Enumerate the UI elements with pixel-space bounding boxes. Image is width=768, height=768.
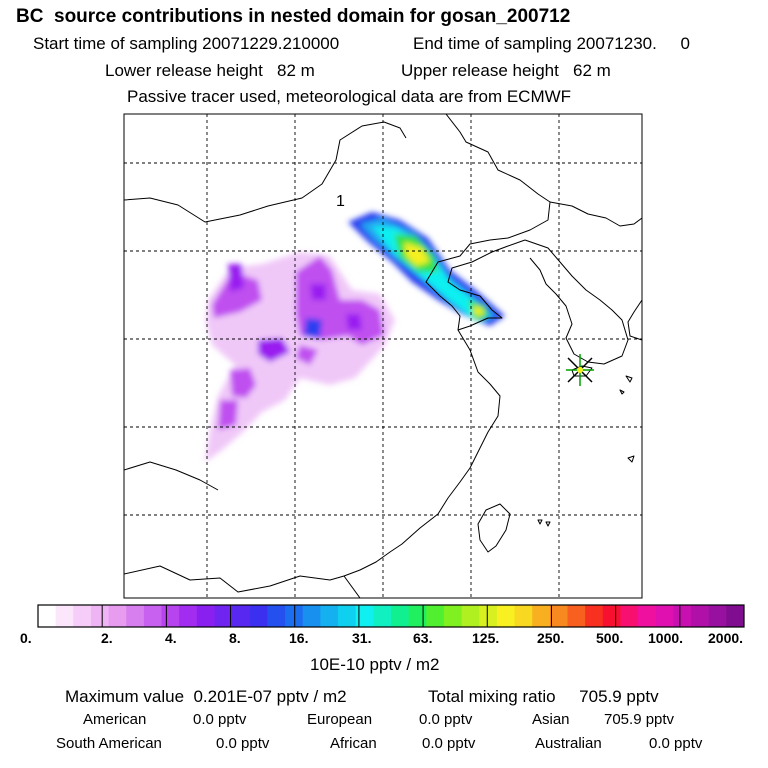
colorbar-swatch [549, 605, 568, 627]
region-name: Asian [532, 711, 570, 728]
map-grid [124, 114, 642, 598]
colorbar-swatch [161, 605, 180, 627]
colorbar-swatch [426, 605, 445, 627]
colorbar-unit: 10E-10 pptv / m2 [310, 655, 440, 674]
colorbar-swatch [691, 605, 710, 627]
colorbar-tick-label: 125. [472, 630, 500, 646]
colorbar-tick-label: 0. [20, 630, 32, 646]
colorbar-tick-label: 63. [413, 630, 433, 646]
region-name: South American [56, 735, 162, 752]
marker-label: 1 [336, 193, 345, 210]
colorbar-swatch [567, 605, 586, 627]
colorbar-swatch [90, 605, 110, 627]
colorbar-swatch [355, 605, 374, 627]
colorbar-tick-label: 2000. [708, 630, 744, 646]
colorbar-tick-label: 16. [289, 630, 309, 646]
region-value: 0.0 pptv [193, 711, 247, 728]
region-value: 0.0 pptv [419, 711, 473, 728]
colorbar-swatch [338, 605, 357, 627]
region-value: 0.0 pptv [649, 735, 703, 752]
colorbar-swatch [496, 605, 516, 627]
page-title: BC source contributions in nested domain… [16, 6, 571, 27]
tracer-note-text: Passive tracer used, meteorological data… [127, 87, 572, 106]
colorbar-tick-label: 250. [537, 630, 565, 646]
colorbar-swatch [514, 605, 533, 627]
colorbar-swatch [38, 605, 57, 627]
plume-west [205, 252, 395, 462]
colorbar-swatch [302, 605, 321, 627]
colorbar-swatch [55, 605, 74, 627]
colorbar-swatch [532, 605, 551, 627]
colorbar-swatch [408, 605, 427, 627]
colorbar-swatch [73, 605, 92, 627]
colorbar-swatch [196, 605, 215, 627]
upper-release-text: Upper release height 62 m [401, 61, 611, 80]
colorbar-swatch [708, 605, 727, 627]
colorbar-tick-label: 31. [352, 630, 372, 646]
colorbar-swatch [726, 605, 745, 627]
region-name: Australian [535, 735, 602, 752]
colorbar-swatch [267, 605, 286, 627]
colorbar-swatch [443, 605, 463, 627]
colorbar-tick-label: 1000. [648, 630, 684, 646]
lower-release-text: Lower release height 82 m [105, 61, 315, 80]
colorbar-swatch [249, 605, 268, 627]
colorbar-swatch [461, 605, 480, 627]
max-value-text: Maximum value 0.201E-07 pptv / m2 [65, 687, 347, 706]
colorbar-tick-label: 8. [229, 630, 241, 646]
coastlines [124, 114, 642, 598]
colorbar-swatch [179, 605, 198, 627]
region-name: African [330, 735, 377, 752]
map-frame [123, 113, 643, 599]
colorbar-swatch [620, 605, 639, 627]
colorbar-swatch [126, 605, 145, 627]
colorbar-swatch [479, 605, 498, 627]
region-name: American [83, 711, 147, 728]
colorbar-swatch [585, 605, 604, 627]
colorbar-swatch [232, 605, 251, 627]
end-sampling-text: End time of sampling 20071230. 0 [413, 34, 690, 53]
colorbar-swatch [214, 605, 233, 627]
colorbar-tick-label: 4. [165, 630, 177, 646]
colorbar-swatch [285, 605, 304, 627]
receptor-star-marker [566, 354, 594, 386]
colorbar [38, 605, 745, 627]
colorbar-swatch [143, 605, 163, 627]
colorbar-swatch [373, 605, 392, 627]
plume-northeast [348, 212, 505, 326]
colorbar-tick-label: 500. [596, 630, 624, 646]
colorbar-swatch [602, 605, 621, 627]
region-value: 705.9 pptv [604, 711, 675, 728]
colorbar-swatch [655, 605, 674, 627]
region-name: European [307, 711, 373, 728]
colorbar-swatch [638, 605, 657, 627]
start-sampling-text: Start time of sampling 20071229.210000 [33, 34, 340, 53]
region-value: 0.0 pptv [216, 735, 270, 752]
colorbar-swatch [391, 605, 410, 627]
colorbar-frame [37, 604, 745, 628]
colorbar-swatch [673, 605, 692, 627]
region-value: 0.0 pptv [422, 735, 476, 752]
total-mixing-text: Total mixing ratio 705.9 pptv [428, 687, 659, 706]
colorbar-tick-label: 2. [101, 630, 113, 646]
colorbar-swatch [320, 605, 339, 627]
colorbar-swatch [108, 605, 127, 627]
